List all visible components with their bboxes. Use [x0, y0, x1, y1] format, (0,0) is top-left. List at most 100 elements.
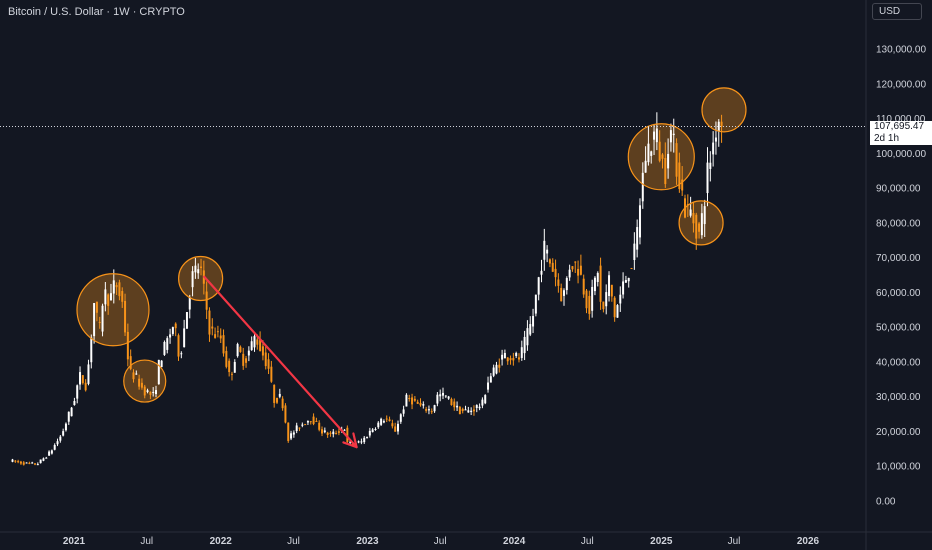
candle-body	[557, 279, 560, 286]
candle-body	[129, 356, 132, 369]
candle	[197, 263, 200, 279]
candle-body	[678, 162, 681, 190]
candle	[661, 153, 664, 169]
candle-body	[402, 409, 405, 414]
candle	[214, 327, 217, 339]
candle	[622, 272, 625, 299]
candle	[515, 351, 518, 359]
candle	[160, 360, 163, 368]
candle	[45, 456, 48, 459]
candle	[59, 435, 62, 443]
x-tick-label: Jul	[140, 536, 153, 547]
currency-button[interactable]: USD	[872, 3, 922, 20]
candle-body	[278, 393, 281, 397]
candle-body	[191, 271, 194, 288]
candle-body	[560, 287, 563, 302]
candle-body	[419, 403, 422, 406]
candle-body	[228, 360, 231, 373]
candle	[48, 450, 51, 456]
y-tick-label: 30,000.00	[876, 392, 921, 403]
candle-body	[427, 409, 430, 411]
last-price-label: 107,695.47 2d 1h	[870, 121, 932, 145]
x-tick-label: Jul	[434, 536, 447, 547]
candle-body	[185, 312, 188, 329]
candle	[360, 438, 363, 445]
candle	[321, 426, 324, 437]
candle	[70, 406, 73, 417]
candle	[571, 266, 574, 272]
candle-body	[295, 425, 298, 432]
time-axis-settings-button[interactable]	[870, 534, 932, 550]
candle	[495, 361, 498, 375]
candle-body	[543, 240, 546, 260]
candle-body	[630, 268, 633, 270]
candle-body	[275, 397, 278, 403]
candle	[143, 384, 146, 399]
candle-body	[548, 259, 551, 264]
candle	[591, 279, 594, 318]
candle	[191, 266, 194, 297]
candle-body	[149, 391, 152, 395]
candle-body	[470, 410, 473, 413]
y-tick-label: 10,000.00	[876, 462, 921, 473]
candle-body	[239, 346, 242, 352]
candle	[655, 112, 658, 151]
candle	[28, 461, 31, 465]
candle	[467, 406, 470, 413]
candle-body	[698, 223, 701, 232]
y-tick-label: 100,000.00	[876, 149, 926, 160]
candle-body	[166, 338, 169, 350]
candle-body	[197, 269, 200, 274]
candle	[596, 271, 599, 287]
y-tick-label: 50,000.00	[876, 323, 921, 334]
candle	[624, 275, 627, 283]
candle	[534, 294, 537, 317]
candle-body	[326, 432, 329, 435]
candle-body	[546, 249, 549, 254]
candle-body	[157, 359, 160, 385]
candle	[714, 121, 717, 155]
candle-body	[461, 408, 464, 412]
candle-body	[391, 423, 394, 427]
candle-body	[225, 350, 228, 367]
candle-body	[706, 162, 709, 194]
candle	[171, 326, 174, 336]
candle	[295, 422, 298, 434]
candle	[650, 150, 653, 164]
candle	[709, 151, 712, 182]
candle	[520, 340, 523, 361]
candle	[149, 391, 152, 399]
candle	[180, 351, 183, 359]
candle	[216, 325, 219, 338]
candle-body	[109, 293, 112, 301]
candle-body	[593, 277, 596, 292]
candle	[501, 349, 504, 366]
candle-body	[613, 297, 616, 318]
candle-body	[633, 243, 636, 261]
candle-body	[591, 286, 594, 311]
candle	[408, 394, 411, 402]
candle	[19, 460, 22, 465]
candle-body	[512, 357, 515, 361]
candle	[450, 397, 453, 406]
candle-body	[608, 275, 611, 296]
candle-body	[332, 431, 335, 435]
candle	[233, 359, 236, 373]
candle-body	[374, 428, 377, 430]
candle	[329, 431, 332, 437]
candle	[53, 443, 56, 451]
candle	[464, 405, 467, 411]
candle	[109, 283, 112, 301]
candle	[64, 422, 67, 432]
candle-body	[290, 433, 293, 439]
candle	[242, 347, 245, 370]
candle	[155, 385, 158, 398]
candle-body	[636, 227, 639, 250]
candle	[399, 413, 402, 424]
candle	[433, 404, 436, 413]
candle-body	[261, 346, 264, 356]
candle-body	[523, 336, 526, 354]
candle	[140, 378, 143, 390]
candle	[396, 420, 399, 435]
